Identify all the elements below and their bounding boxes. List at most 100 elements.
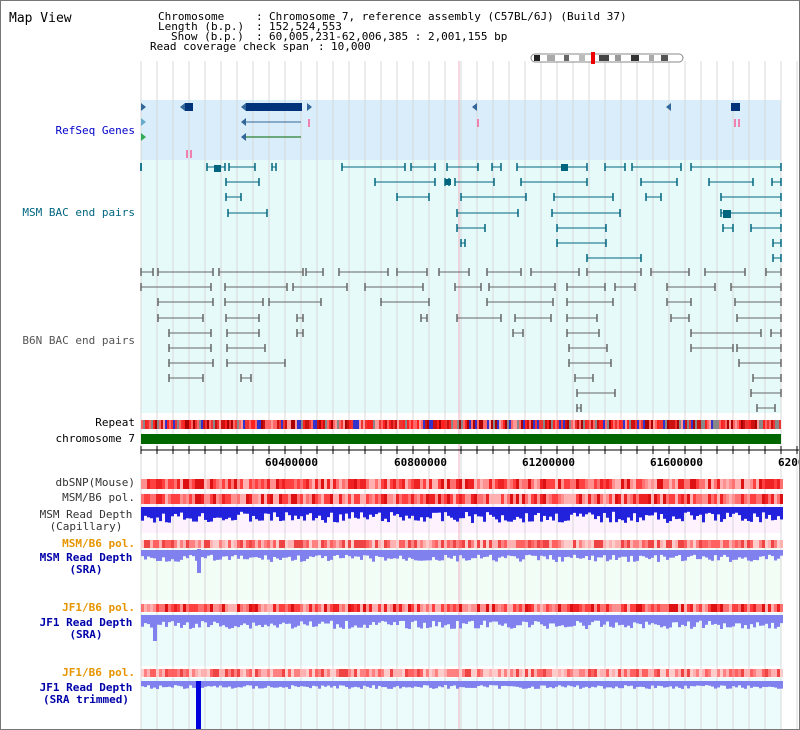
read-depth-bar	[156, 507, 159, 518]
polymorphism-cell	[555, 669, 558, 677]
read-depth-bar	[531, 615, 534, 625]
polymorphism-cell	[150, 540, 153, 548]
repeat-segment	[437, 420, 439, 429]
polymorphism-cell	[768, 604, 771, 612]
polymorphism-cell	[465, 669, 468, 677]
polymorphism-cell	[591, 479, 594, 489]
polymorphism-cell	[141, 604, 144, 612]
read-depth-bar	[555, 681, 558, 687]
polymorphism-cell	[711, 669, 714, 677]
polymorphism-cell	[780, 604, 783, 612]
polymorphism-cell	[339, 669, 342, 677]
polymorphism-cell	[675, 540, 678, 548]
polymorphism-cell	[372, 604, 375, 612]
read-depth-bar	[603, 681, 606, 689]
read-depth-bar	[765, 615, 768, 624]
read-depth-bar	[279, 507, 282, 522]
polymorphism-cell	[750, 540, 753, 548]
polymorphism-cell	[393, 540, 396, 548]
read-depth-bar	[396, 681, 399, 687]
polymorphism-cell	[390, 494, 393, 504]
repeat-segment	[257, 420, 259, 429]
repeat-segment	[629, 420, 631, 429]
polymorphism-cell	[336, 479, 339, 489]
read-depth-bar	[234, 615, 237, 627]
polymorphism-cell	[426, 669, 429, 677]
polymorphism-cell	[273, 540, 276, 548]
polymorphism-cell	[180, 479, 183, 489]
read-depth-bar	[570, 507, 573, 515]
read-depth-bar	[513, 681, 516, 687]
repeat-segment	[141, 420, 143, 429]
read-depth-bar	[201, 615, 204, 622]
read-depth-bar	[360, 550, 363, 560]
read-depth-bar	[453, 615, 456, 629]
polymorphism-cell	[249, 479, 252, 489]
polymorphism-cell	[168, 669, 171, 677]
track-label-b6n-bac[interactable]: B6N BAC end pairs	[22, 334, 135, 347]
polymorphism-cell	[753, 540, 756, 548]
repeat-segment	[463, 420, 465, 429]
polymorphism-cell	[663, 669, 666, 677]
polymorphism-cell	[711, 540, 714, 548]
polymorphism-cell	[504, 669, 507, 677]
repeat-segment	[273, 420, 275, 429]
polymorphism-cell	[330, 540, 333, 548]
read-depth-bar	[228, 681, 231, 687]
polymorphism-cell	[585, 604, 588, 612]
length-key: Length (b.p.)	[158, 20, 245, 33]
read-depth-bar	[633, 681, 636, 689]
repeat-segment	[627, 420, 629, 429]
read-depth-bar	[441, 507, 444, 522]
polymorphism-cell	[282, 669, 285, 677]
repeat-segment	[727, 420, 729, 429]
read-depth-bar	[273, 550, 276, 557]
repeat-segment	[417, 420, 419, 429]
polymorphism-cell	[657, 540, 660, 548]
polymorphism-cell	[552, 540, 555, 548]
read-depth-bar	[396, 550, 399, 559]
polymorphism-cell	[765, 669, 768, 677]
repeat-segment	[315, 420, 317, 429]
polymorphism-cell	[468, 494, 471, 504]
polymorphism-cell	[177, 604, 180, 612]
read-depth-bar	[390, 681, 393, 689]
repeat-segment	[623, 420, 625, 429]
polymorphism-cell	[495, 494, 498, 504]
read-depth-bar	[198, 615, 201, 628]
polymorphism-cell	[459, 494, 462, 504]
polymorphism-cell	[582, 494, 585, 504]
polymorphism-cell	[270, 479, 273, 489]
read-depth-bar	[516, 550, 519, 559]
read-depth-bar	[264, 507, 267, 514]
repeat-segment	[771, 420, 773, 429]
read-depth-bar	[369, 615, 372, 625]
polymorphism-cell	[612, 479, 615, 489]
track-label-msm-bac[interactable]: MSM BAC end pairs	[22, 206, 135, 219]
polymorphism-cell	[627, 494, 630, 504]
ideogram-band	[547, 55, 555, 61]
polymorphism-cell	[351, 669, 354, 677]
repeat-segment	[613, 420, 615, 429]
polymorphism-cell	[519, 540, 522, 548]
polymorphism-cell	[573, 494, 576, 504]
polymorphism-cell	[738, 604, 741, 612]
polymorphism-cell	[576, 479, 579, 489]
repeat-segment	[765, 420, 767, 429]
read-depth-bar	[345, 615, 348, 621]
polymorphism-cell	[747, 604, 750, 612]
read-depth-bar	[375, 615, 378, 625]
polymorphism-cell	[747, 494, 750, 504]
polymorphism-cell	[309, 669, 312, 677]
polymorphism-cell	[195, 479, 198, 489]
repeat-segment	[251, 420, 253, 429]
read-depth-bar	[642, 550, 645, 557]
read-depth-bar	[759, 615, 762, 626]
polymorphism-cell	[210, 540, 213, 548]
polymorphism-cell	[717, 540, 720, 548]
read-depth-bar	[360, 507, 363, 513]
polymorphism-cell	[411, 604, 414, 612]
polymorphism-cell	[735, 494, 738, 504]
track-label-refseq-genes[interactable]: RefSeq Genes	[55, 124, 135, 137]
